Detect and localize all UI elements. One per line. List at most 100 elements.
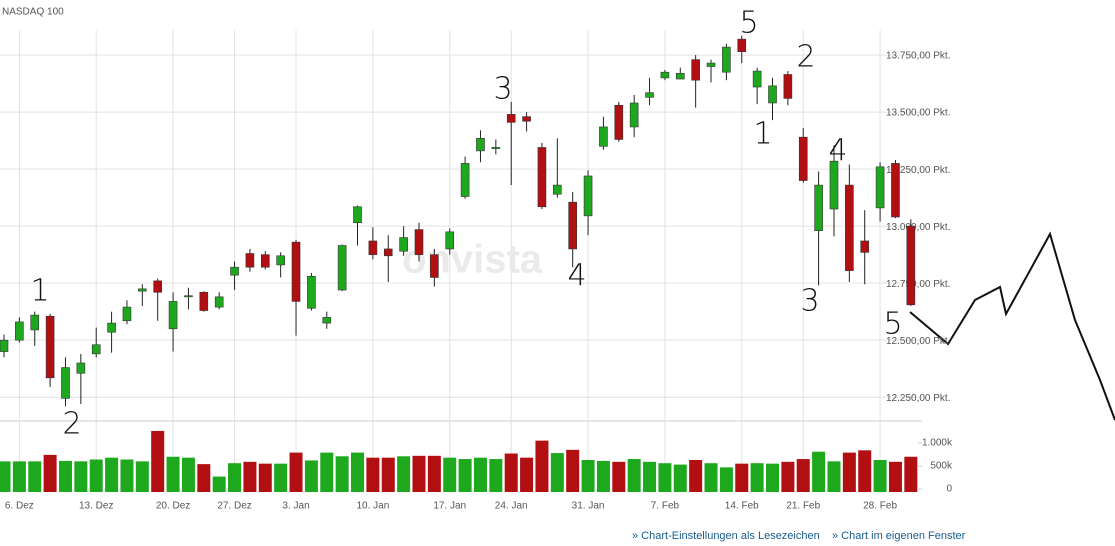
hand-annotation: 2 bbox=[796, 40, 815, 75]
y-tick-label: 13.000,00 Pkt. bbox=[886, 222, 951, 233]
candle-body bbox=[783, 74, 793, 99]
volume-bar bbox=[719, 467, 733, 492]
candle-body bbox=[122, 306, 132, 322]
window-link[interactable]: » Chart im eigenen Fenster bbox=[832, 530, 966, 542]
volume-bar bbox=[228, 463, 242, 492]
hand-annotation: 4 bbox=[828, 134, 847, 169]
hand-annotation: 5 bbox=[739, 6, 758, 41]
candle-body bbox=[845, 184, 854, 271]
volume-bar bbox=[812, 451, 826, 492]
candle-body bbox=[445, 231, 455, 250]
candle-body bbox=[184, 295, 193, 298]
x-tick-label: 10. Jan bbox=[356, 501, 389, 512]
candle-body bbox=[45, 315, 55, 379]
candle-body bbox=[383, 248, 393, 257]
volume-bar bbox=[427, 455, 441, 492]
volume-bar bbox=[704, 463, 718, 492]
volume-bar bbox=[320, 452, 334, 492]
watermark: onvista bbox=[402, 238, 543, 282]
volume-bar bbox=[43, 454, 57, 492]
volume-tick-label: 1.000k bbox=[922, 438, 953, 449]
volume-bar bbox=[151, 430, 165, 492]
volume-bar bbox=[12, 461, 26, 492]
y-tick-label: 13.250,00 Pkt. bbox=[886, 165, 951, 176]
volume-bar bbox=[135, 461, 149, 492]
x-tick-label: 6. Dez bbox=[5, 501, 34, 512]
volume-bar bbox=[28, 461, 42, 492]
volume-bar bbox=[658, 463, 672, 492]
candle-body bbox=[599, 126, 608, 147]
volume-bar bbox=[304, 460, 318, 492]
candle-body bbox=[752, 70, 762, 88]
x-tick-label: 21. Feb bbox=[786, 501, 820, 512]
candle-body bbox=[138, 288, 147, 292]
y-tick-label: 13.500,00 Pkt. bbox=[886, 108, 951, 119]
candle-body bbox=[722, 46, 731, 73]
candle-body bbox=[675, 73, 685, 80]
volume-bar bbox=[489, 459, 503, 492]
volume-bar bbox=[243, 461, 257, 492]
hand-annotation: 1 bbox=[30, 274, 49, 309]
volume-bar bbox=[858, 450, 872, 492]
volume-bar bbox=[550, 453, 564, 492]
candle-body bbox=[15, 321, 24, 341]
volume-bar bbox=[520, 457, 534, 492]
candle-body bbox=[399, 237, 408, 252]
x-tick-label: 3. Jan bbox=[282, 501, 309, 512]
candle-body bbox=[553, 184, 562, 195]
volume-bar bbox=[581, 459, 595, 492]
volume-bar bbox=[827, 461, 841, 492]
candle-body bbox=[891, 163, 900, 218]
candle-body bbox=[76, 362, 86, 374]
candle-body bbox=[629, 102, 639, 128]
candle-body bbox=[91, 344, 101, 355]
candle-body bbox=[168, 301, 178, 330]
candle-body bbox=[798, 136, 808, 181]
candle-body bbox=[337, 245, 347, 291]
volume-bar bbox=[397, 456, 411, 492]
volume-bar bbox=[473, 457, 487, 492]
x-tick-label: 31. Jan bbox=[572, 501, 605, 512]
candle-body bbox=[875, 166, 885, 209]
chart-title: NASDAQ 100 bbox=[2, 7, 64, 18]
candle-body bbox=[645, 92, 654, 98]
volume-bar bbox=[197, 464, 211, 492]
candle-body bbox=[583, 175, 593, 217]
volume-bar bbox=[673, 464, 687, 492]
hand-annotation: 4 bbox=[567, 259, 586, 294]
volume-bar bbox=[781, 461, 795, 492]
candle-body bbox=[414, 229, 424, 255]
candle-body bbox=[522, 116, 531, 122]
volume-bar bbox=[504, 453, 518, 492]
x-tick-label: 24. Jan bbox=[495, 501, 528, 512]
volume-bar bbox=[58, 460, 72, 492]
x-tick-label: 7. Feb bbox=[651, 501, 680, 512]
volume-bar bbox=[366, 457, 380, 492]
bookmark-link[interactable]: » Chart-Einstellungen als Lesezeichen bbox=[632, 530, 820, 542]
volume-tick-label: 0 bbox=[946, 484, 952, 495]
x-tick-label: 27. Dez bbox=[217, 501, 251, 512]
volume-bar bbox=[566, 449, 580, 492]
candle-body bbox=[276, 255, 285, 266]
volume-bar bbox=[89, 459, 103, 492]
volume-bar bbox=[888, 461, 902, 492]
candle-body bbox=[245, 253, 255, 268]
y-tick-label: 12.250,00 Pkt. bbox=[886, 393, 951, 404]
hand-annotation: 5 bbox=[883, 307, 902, 342]
volume-bar bbox=[166, 456, 180, 492]
volume-bar bbox=[689, 459, 703, 492]
y-tick-label: 12.750,00 Pkt. bbox=[886, 279, 951, 290]
candle-body bbox=[814, 184, 823, 232]
x-tick-label: 20. Dez bbox=[156, 501, 190, 512]
volume-bar bbox=[120, 459, 134, 492]
x-tick-label: 14. Feb bbox=[725, 501, 759, 512]
y-tick-label: 13.750,00 Pkt. bbox=[886, 51, 951, 62]
volume-bar bbox=[535, 440, 549, 492]
volume-bar bbox=[274, 463, 288, 492]
volume-bar bbox=[596, 460, 610, 492]
volume-bar bbox=[335, 456, 349, 492]
candle-body bbox=[214, 296, 224, 308]
candle-body bbox=[506, 114, 516, 123]
candle-body bbox=[430, 254, 439, 278]
